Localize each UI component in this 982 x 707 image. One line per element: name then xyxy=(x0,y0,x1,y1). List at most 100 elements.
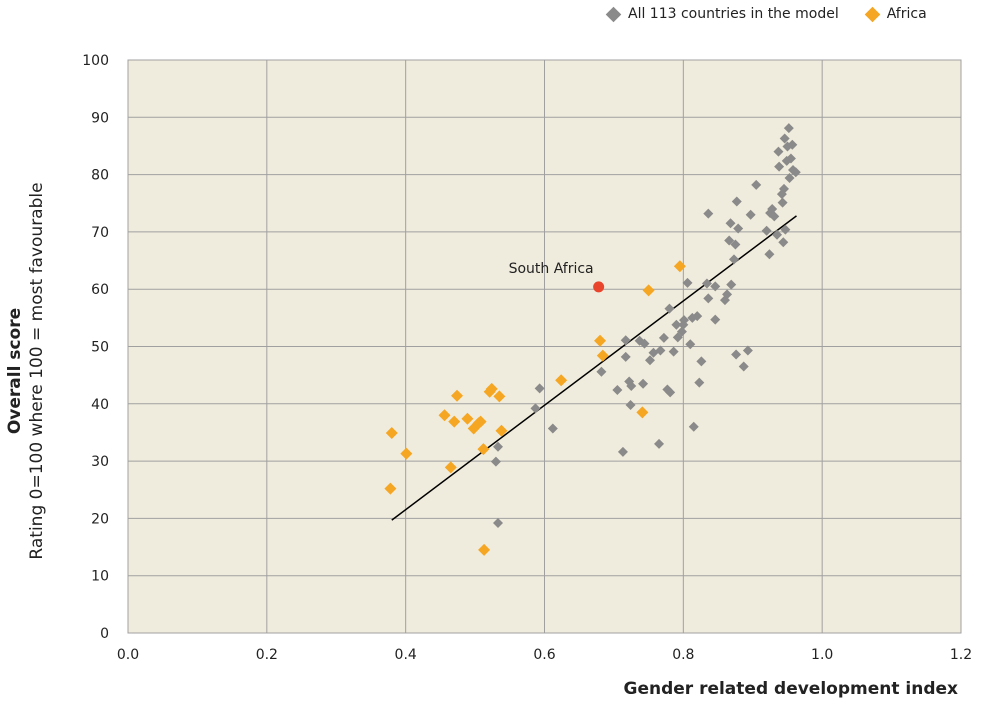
africa-point xyxy=(485,382,498,395)
africa-point xyxy=(474,415,487,428)
country-point xyxy=(612,385,623,396)
country-point xyxy=(664,303,675,314)
africa-point xyxy=(438,409,451,422)
south-africa-annotation: South Africa xyxy=(509,261,594,277)
data-points xyxy=(384,123,801,556)
country-point xyxy=(492,517,503,528)
country-point xyxy=(725,218,736,229)
x-tick-label: 0.0 xyxy=(117,647,139,663)
country-point xyxy=(658,332,669,343)
y-tick-label: 70 xyxy=(91,225,109,241)
africa-point xyxy=(673,260,686,273)
africa-point xyxy=(495,424,508,437)
country-point xyxy=(694,377,705,388)
y-tick-label: 100 xyxy=(82,53,109,69)
country-point xyxy=(774,161,785,172)
country-point xyxy=(724,235,735,246)
country-point xyxy=(625,399,636,410)
y-tick-label: 20 xyxy=(91,511,109,527)
y-tick-label: 60 xyxy=(91,282,109,298)
legend-item-all-countries: All 113 countries in the model xyxy=(605,6,839,22)
country-point xyxy=(729,254,740,265)
legend-label-all-countries: All 113 countries in the model xyxy=(628,6,839,22)
country-point xyxy=(787,139,798,150)
x-axis-title: Gender related development index xyxy=(623,679,958,699)
country-point xyxy=(638,378,649,389)
country-point xyxy=(784,173,795,184)
africa-point xyxy=(444,461,457,474)
country-point xyxy=(726,279,737,290)
country-point xyxy=(779,133,790,144)
africa-point xyxy=(448,415,461,428)
country-point xyxy=(773,146,784,157)
country-point xyxy=(703,293,714,304)
country-point xyxy=(785,153,796,164)
africa-point xyxy=(594,334,607,347)
country-point xyxy=(654,438,665,449)
country-point xyxy=(730,239,741,250)
x-tick-label: 1.0 xyxy=(811,647,833,663)
country-point xyxy=(703,208,714,219)
country-point xyxy=(777,197,788,208)
country-point xyxy=(780,224,791,235)
orange-diamond-icon xyxy=(864,6,880,22)
country-point xyxy=(710,314,721,325)
country-point xyxy=(530,403,541,414)
grid xyxy=(128,60,961,633)
africa-point xyxy=(493,390,506,403)
legend: All 113 countries in the model Africa xyxy=(605,6,927,22)
country-point xyxy=(710,281,721,292)
country-point xyxy=(722,289,733,300)
country-point xyxy=(596,366,607,377)
country-point xyxy=(534,383,545,394)
country-point xyxy=(620,351,631,362)
country-point xyxy=(668,346,679,357)
country-point xyxy=(778,237,789,248)
country-point xyxy=(492,441,503,452)
country-point xyxy=(617,446,628,457)
y-tick-label: 40 xyxy=(91,397,109,413)
country-point xyxy=(688,421,699,432)
africa-point xyxy=(478,543,491,556)
africa-point xyxy=(555,374,568,387)
country-point xyxy=(701,278,712,289)
africa-point xyxy=(596,349,609,362)
y-tick-label: 50 xyxy=(91,340,109,356)
country-point xyxy=(645,355,656,366)
y-tick-label: 10 xyxy=(91,569,109,585)
country-point xyxy=(682,277,693,288)
country-point xyxy=(764,249,775,260)
country-point xyxy=(783,123,794,134)
africa-point xyxy=(451,389,464,402)
country-point xyxy=(620,335,631,346)
country-point xyxy=(696,356,707,367)
africa-point xyxy=(642,284,655,297)
y-axis-subtitle: Rating 0=100 where 100 = most favourable xyxy=(27,182,47,560)
country-point xyxy=(778,183,789,194)
country-point xyxy=(733,223,744,234)
country-point xyxy=(490,456,501,467)
africa-point xyxy=(400,447,413,460)
y-tick-label: 80 xyxy=(91,168,109,184)
africa-point xyxy=(477,443,490,456)
country-point xyxy=(655,345,666,356)
africa-point xyxy=(385,427,398,440)
country-point xyxy=(639,338,650,349)
x-tick-label: 0.2 xyxy=(256,647,278,663)
country-point xyxy=(626,381,637,392)
country-point xyxy=(679,315,690,326)
south-africa-point xyxy=(593,281,605,293)
x-tick-label: 0.6 xyxy=(533,647,555,663)
legend-label-africa: Africa xyxy=(886,6,927,22)
y-tick-label: 30 xyxy=(91,454,109,470)
x-tick-label: 1.2 xyxy=(950,647,972,663)
country-point xyxy=(790,167,801,178)
country-point xyxy=(769,211,780,222)
y-tick-label: 0 xyxy=(100,626,109,642)
africa-point xyxy=(384,482,397,495)
trend-line xyxy=(391,215,797,521)
y-tick-label: 90 xyxy=(91,110,109,126)
x-tick-label: 0.8 xyxy=(672,647,694,663)
africa-point xyxy=(461,412,474,425)
